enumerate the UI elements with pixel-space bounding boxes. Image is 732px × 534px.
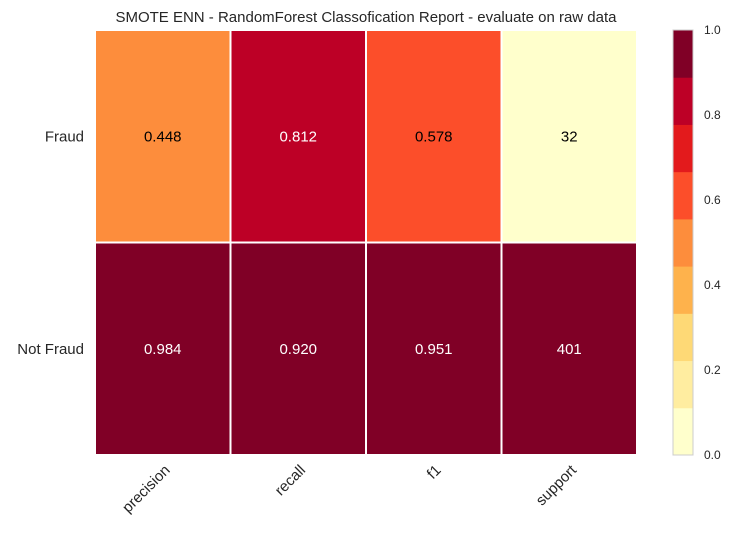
- column-label: recall: [272, 462, 309, 499]
- colorbar-segment: [673, 171, 693, 220]
- heatmap-cell: [229, 29, 367, 244]
- colorbar-segment: [673, 313, 693, 362]
- heatmap-cell: [229, 241, 367, 456]
- heatmap-cell: [500, 241, 638, 456]
- colorbar-segment: [673, 218, 693, 267]
- row-label: Not Fraud: [17, 341, 84, 358]
- colorbar: 0.0 0.2 0.4 0.6 0.8 1.0: [672, 23, 721, 462]
- colorbar-tick-label: 0.0: [704, 448, 721, 462]
- chart-title: SMOTE ENN - RandomForest Classofication …: [115, 9, 617, 26]
- colorbar-segment: [673, 360, 693, 409]
- colorbar-segment: [673, 77, 693, 125]
- heatmap-cell: [500, 29, 638, 244]
- colorbar-segment: [673, 266, 693, 314]
- cell-value-label: 0.448: [144, 128, 182, 145]
- heatmap-cells: 0.448 0.812 0.578 32 0.984 0.920 0.951 401: [94, 29, 638, 456]
- row-labels: Fraud Not Fraud: [17, 128, 84, 358]
- column-label: support: [533, 461, 581, 509]
- colorbar-segment: [673, 30, 693, 78]
- cell-value-label: 0.951: [415, 341, 453, 358]
- heatmap-cell: [365, 241, 503, 456]
- column-labels: precision recall f1 support: [119, 461, 581, 516]
- colorbar-tick-label: 0.4: [704, 278, 721, 292]
- colorbar-tick-label: 0.8: [704, 108, 721, 122]
- colorbar-tick-label: 0.2: [704, 363, 721, 377]
- heatmap-cell: [94, 241, 232, 456]
- cell-value-label: 401: [557, 341, 582, 358]
- colorbar-segment: [673, 124, 693, 173]
- colorbar-segment: [673, 407, 693, 456]
- cell-value-label: 0.984: [144, 341, 182, 358]
- cell-value-label: 32: [561, 128, 578, 145]
- cell-value-label: 0.578: [415, 128, 453, 145]
- row-label: Fraud: [45, 128, 84, 145]
- colorbar-tick-label: 1.0: [704, 23, 721, 37]
- colorbar-frame: [672, 29, 694, 456]
- column-label: f1: [424, 462, 445, 483]
- column-label: precision: [119, 462, 173, 516]
- cell-value-label: 0.812: [279, 128, 317, 145]
- cell-value-label: 0.920: [279, 341, 317, 358]
- colorbar-tick-label: 0.6: [704, 193, 721, 207]
